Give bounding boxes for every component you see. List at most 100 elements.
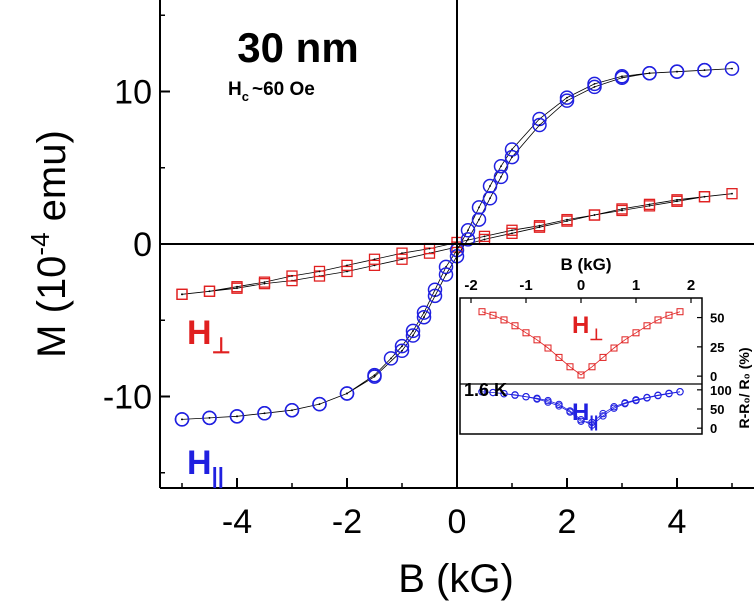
data-point-dot xyxy=(263,282,266,285)
data-point-circle xyxy=(587,79,602,95)
inset-data-point-square xyxy=(654,316,662,324)
data-point-dot xyxy=(621,76,623,79)
data-point-circle xyxy=(405,323,421,339)
inset-bottom-label: H|| xyxy=(572,399,598,431)
data-point-dot xyxy=(236,287,238,290)
data-point-dot xyxy=(538,226,541,229)
data-point-circle xyxy=(493,169,509,185)
y-tick-label: 0 xyxy=(133,226,152,264)
chart-title: 30 nm xyxy=(237,24,358,71)
inset-data-point-circle xyxy=(632,396,640,404)
data-point-dot xyxy=(478,218,480,221)
inset-top-label-subscript: ⊥ xyxy=(589,327,603,344)
inset-data-point-circle xyxy=(533,395,541,403)
inset-data-point-square xyxy=(511,322,519,330)
data-point-circle xyxy=(504,142,520,157)
data-point-circle xyxy=(383,351,399,366)
data-point-dot xyxy=(291,409,293,412)
data-point-dot xyxy=(373,374,376,377)
data-point-dot xyxy=(428,247,431,250)
inset-x-axis-label: B (kG) xyxy=(561,255,612,274)
inset-data-point-square xyxy=(621,336,629,344)
data-point-square xyxy=(396,247,408,259)
data-point-dot xyxy=(489,197,491,200)
data-point-circle xyxy=(367,369,382,384)
data-point-dot xyxy=(263,412,266,415)
data-point-dot xyxy=(703,69,706,72)
data-point-dot xyxy=(648,204,651,207)
inset-data-point-circle xyxy=(665,389,673,397)
hc-value: ~60 Oe xyxy=(252,79,315,100)
data-point-dot xyxy=(703,195,706,198)
x-tick-label: 2 xyxy=(558,503,577,541)
data-point-dot xyxy=(318,270,321,273)
data-point-dot xyxy=(593,82,596,85)
inset-background xyxy=(460,296,702,436)
data-point-dot xyxy=(593,86,596,88)
inset-data-point-square xyxy=(588,363,596,371)
data-point-dot xyxy=(318,403,321,406)
data-point-circle xyxy=(471,212,487,227)
inset-data-point-circle xyxy=(555,402,563,410)
data-point-square xyxy=(231,281,243,293)
data-point-circle xyxy=(532,117,547,133)
data-point-square xyxy=(258,276,271,288)
inset-x-tick-label: 0 xyxy=(577,277,585,294)
inset-temperature-label: 1.6 K xyxy=(464,380,507,400)
data-point-square xyxy=(533,220,546,232)
inset-data-point-circle xyxy=(511,391,519,399)
data-point-dot xyxy=(390,357,392,360)
data-point-dot xyxy=(621,208,623,210)
data-point-dot xyxy=(401,345,403,348)
data-point-dot xyxy=(208,416,211,419)
data-point-square xyxy=(176,288,188,300)
data-point-dot xyxy=(181,293,183,296)
inset-bottom-series xyxy=(478,388,684,429)
data-point-dot xyxy=(346,392,348,395)
y-axis-label-suffix: emu) xyxy=(30,130,74,232)
data-point-square xyxy=(368,259,381,272)
inset-data-point-square xyxy=(632,329,640,337)
inset-plot: -2 -1 0 1 2 0 25 50 0 50 100 xyxy=(459,277,732,436)
inset-data-point-circle xyxy=(478,388,486,396)
data-point-circle xyxy=(416,305,432,320)
data-point-dot xyxy=(373,375,376,378)
inset-x-tick-label: 2 xyxy=(687,277,695,294)
inset-data-point-circle xyxy=(676,388,684,396)
data-point-circle xyxy=(438,259,454,275)
hc-symbol: H xyxy=(228,79,242,100)
inset-top-label-symbol: H xyxy=(572,312,589,339)
inset-data-point-square xyxy=(555,353,563,361)
data-point-dot xyxy=(208,290,211,293)
inset-y-tick-label: 0 xyxy=(710,421,717,436)
data-point-square xyxy=(671,195,683,207)
inset-y-tick-label: 25 xyxy=(710,340,724,355)
inset-data-point-square xyxy=(478,308,486,316)
data-point-square xyxy=(341,265,353,278)
data-point-square xyxy=(616,204,628,217)
data-point-dot xyxy=(500,165,502,168)
data-point-square xyxy=(726,188,738,200)
data-point-dot xyxy=(412,330,414,332)
data-point-dot xyxy=(511,229,513,232)
data-point-dot xyxy=(412,334,414,337)
y-axis-label-prefix: M (10 xyxy=(30,256,74,358)
data-point-circle xyxy=(460,232,476,247)
data-point-dot xyxy=(423,311,425,314)
inset-data-point-square xyxy=(643,322,651,330)
data-point-dot xyxy=(373,258,376,261)
legend-h-par-subscript: || xyxy=(212,463,224,488)
data-point-circle xyxy=(438,267,454,282)
y-axis-label-exponent: -4 xyxy=(25,232,55,255)
inset-y-tick-label: 50 xyxy=(710,311,724,326)
legend-h-perp-symbol: H xyxy=(187,314,212,352)
inset-data-point-circle xyxy=(643,393,651,402)
data-point-dot xyxy=(445,273,447,276)
data-point-dot xyxy=(566,96,568,99)
inset-y-axis-label: R-R₀/ R₀ (%) xyxy=(736,347,752,428)
y-tick-label: -10 xyxy=(103,379,152,417)
inset-data-point-circle xyxy=(522,393,530,401)
data-point-square xyxy=(341,259,353,272)
data-point-dot xyxy=(648,203,651,206)
data-point-circle xyxy=(257,406,272,421)
